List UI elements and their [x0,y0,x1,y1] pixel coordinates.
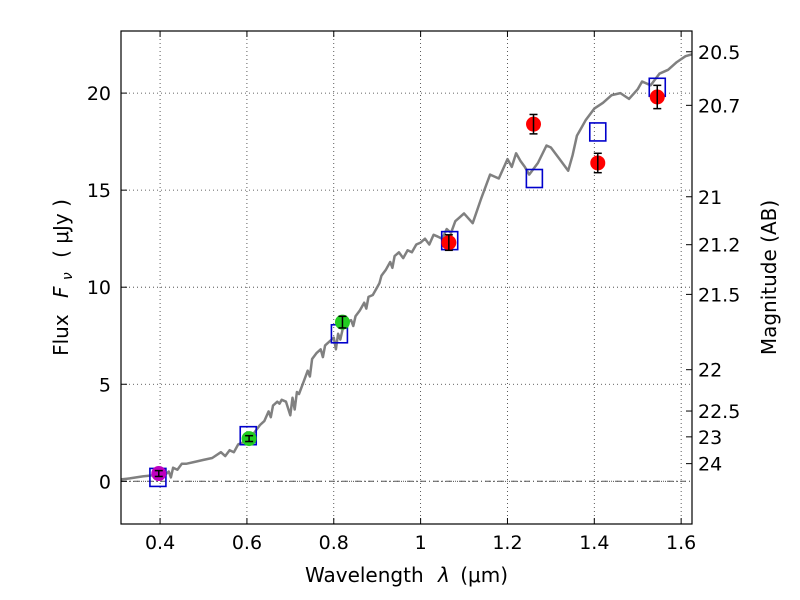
x-tick-label: 0.6 [232,532,262,554]
x-tick-label: 1.2 [492,532,522,554]
y-tick-label: 0 [99,471,111,493]
x-axis-label: Wavelength λ (μm) [305,563,508,587]
right-tick-label: 21.5 [698,284,740,306]
y-axis-label-symbol: F [49,286,73,298]
x-axis-label-unit: (μm) [460,563,508,587]
right-tick-label: 21 [698,187,722,209]
x-axis-label-prefix: Wavelength [305,563,424,587]
right-axis-label: Magnitude (AB) [757,200,781,355]
right-tick-label: 20.5 [698,42,740,64]
right-tick-label: 24 [698,454,722,476]
model-square-marker [525,168,544,189]
y-tick-label: 5 [99,374,111,396]
right-tick-label: 22.5 [698,401,740,423]
x-axis-label-symbol: λ [437,563,450,587]
plot-frame [120,30,693,525]
model-sed-line [120,53,693,481]
axis-ticks: 0.4 0.6 0.8 1 1.2 1.4 1.6 0 5 10 15 20 20.5 20.7 21 21.… [87,31,740,554]
y-axis-label-unit: ( μJy ) [49,199,73,258]
y-tick-label: 15 [87,180,111,202]
data-markers [149,77,667,488]
x-tick-label: 0.4 [145,532,175,554]
grid [121,31,692,524]
x-tick-label: 1.4 [579,532,609,554]
model-square-marker [588,122,607,142]
y-axis-label: Flux F ν ( μJy ) [49,199,77,356]
right-tick-label: 23 [698,427,722,449]
right-tick-label: 20.7 [698,95,740,117]
x-tick-label: 0.8 [319,532,349,554]
x-tick-label: 1.6 [666,532,696,554]
y-tick-label: 10 [87,277,111,299]
model-sed-curve [120,53,693,481]
y-tick-label: 20 [87,83,111,105]
right-tick-label: 21.2 [698,235,740,257]
right-tick-label: 22 [698,360,722,382]
x-tick-label: 1 [415,532,427,554]
y-axis-label-prefix: Flux [49,314,73,356]
y-axis-label-subscript: ν [60,272,76,280]
